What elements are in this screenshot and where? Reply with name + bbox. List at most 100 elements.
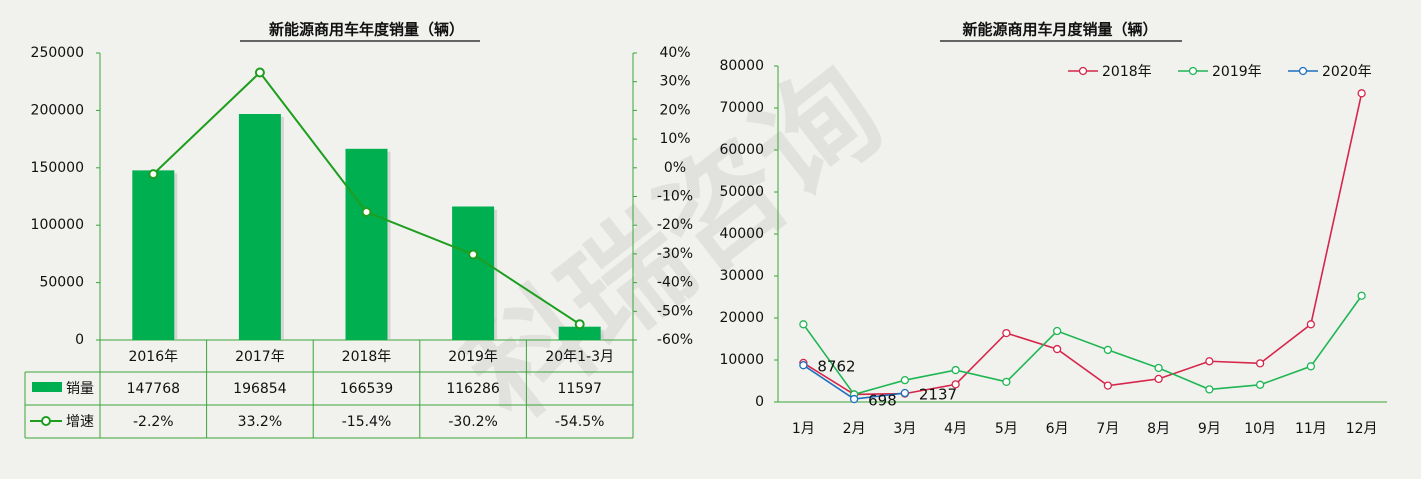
x-tick-label: 2017年 <box>235 349 285 365</box>
y2-tick-label: -60% <box>657 332 693 348</box>
table-value: -54.5% <box>555 414 605 430</box>
x-tick-label: 6月 <box>1046 421 1069 437</box>
y-tick-label: 150000 <box>31 160 84 176</box>
x-tick-label: 2月 <box>843 421 866 437</box>
y2-tick-label: -30% <box>657 246 693 262</box>
marker <box>468 249 479 260</box>
bar <box>558 326 601 340</box>
x-tick-label: 2016年 <box>128 349 178 365</box>
x-tick-label: 5月 <box>995 421 1018 437</box>
y-tick-label: 80000 <box>719 58 764 74</box>
x-tick-label: 20年1-3月 <box>545 349 614 365</box>
y-tick-label: 0 <box>755 394 764 410</box>
table-value: -15.4% <box>342 414 392 430</box>
y2-tick-label: 40% <box>659 45 690 61</box>
x-tick-label: 2019年 <box>448 349 498 365</box>
bar <box>238 114 281 341</box>
marker <box>1103 381 1113 390</box>
y-tick-label: 20000 <box>719 310 764 326</box>
marker <box>1154 374 1163 384</box>
marker <box>1255 359 1265 368</box>
line <box>802 295 1363 396</box>
marker <box>799 320 808 329</box>
legend-label: 2019年 <box>1212 64 1262 80</box>
y-tick-label: 0 <box>75 332 84 348</box>
x-tick-label: 10月 <box>1244 421 1276 437</box>
y2-tick-label: 20% <box>659 102 690 118</box>
table-value: 116286 <box>446 381 500 397</box>
table-value: -2.2% <box>133 414 174 430</box>
x-tick-label: 3月 <box>893 421 916 437</box>
legend-label: 2018年 <box>1102 64 1152 80</box>
marker <box>849 394 859 404</box>
data-label: 2137 <box>919 386 957 404</box>
marker <box>1205 357 1214 366</box>
marker <box>1002 377 1011 386</box>
bar <box>345 148 388 340</box>
y-tick-label: 10000 <box>719 352 764 368</box>
marker <box>951 380 960 389</box>
marker <box>1103 345 1113 355</box>
legend-key <box>1298 66 1308 76</box>
x-tick-label: 9月 <box>1198 421 1221 437</box>
y2-tick-label: -50% <box>657 303 693 319</box>
chart-title: 新能源商用车月度销量（辆） <box>962 21 1157 39</box>
legend-label: 增速 <box>66 414 94 430</box>
marker <box>148 169 159 180</box>
y2-tick-label: 0% <box>664 160 686 176</box>
y-tick-label: 70000 <box>719 100 764 116</box>
y-tick-label: 50000 <box>719 184 764 200</box>
x-tick-label: 4月 <box>944 421 967 437</box>
data-label: 8762 <box>817 358 855 376</box>
marker <box>1357 89 1366 98</box>
x-tick-label: 1月 <box>792 421 815 437</box>
x-tick-label: 8月 <box>1147 421 1170 437</box>
table-value: 33.2% <box>238 414 282 430</box>
marker <box>1357 291 1366 300</box>
y2-tick-label: -20% <box>657 217 693 233</box>
x-tick-label: 11月 <box>1295 421 1327 437</box>
table-value: 166539 <box>340 381 393 397</box>
x-tick-label: 7月 <box>1096 421 1119 437</box>
marker <box>799 361 808 370</box>
marker <box>254 67 265 78</box>
y-tick-label: 60000 <box>719 142 764 158</box>
marker <box>1002 328 1011 338</box>
legend-label: 2020年 <box>1322 64 1372 80</box>
legend-label: 销量 <box>66 381 94 397</box>
y-tick-label: 250000 <box>31 45 84 61</box>
table-value: 196854 <box>233 381 287 397</box>
x-tick-label: 12月 <box>1346 421 1378 437</box>
marker <box>900 376 910 385</box>
y2-tick-label: -10% <box>657 189 693 205</box>
marker <box>1154 363 1163 373</box>
marker <box>1306 320 1316 329</box>
legend-key <box>1078 66 1088 76</box>
marker <box>1205 385 1214 394</box>
y-tick-label: 200000 <box>31 102 84 118</box>
legend-key <box>41 416 51 426</box>
bar <box>132 170 175 340</box>
table-value: 147768 <box>127 381 180 397</box>
marker <box>900 388 910 398</box>
legend-key <box>32 382 62 392</box>
y-tick-label: 30000 <box>719 268 764 284</box>
y2-tick-label: 10% <box>659 131 690 147</box>
marker <box>1255 380 1265 389</box>
marker <box>574 319 585 330</box>
legend-key <box>1188 66 1198 76</box>
x-tick-label: 2018年 <box>342 349 392 365</box>
marker <box>951 365 960 375</box>
table-value: -30.2% <box>448 414 498 430</box>
table-value: 11597 <box>557 381 602 397</box>
y-tick-label: 50000 <box>39 275 84 291</box>
chart-title: 新能源商用车年度销量（辆） <box>269 21 464 39</box>
marker <box>1306 362 1316 371</box>
y2-tick-label: -40% <box>657 275 693 291</box>
marker <box>1052 326 1062 336</box>
marker <box>1052 344 1062 354</box>
marker <box>361 206 372 217</box>
data-label: 698 <box>868 392 897 410</box>
